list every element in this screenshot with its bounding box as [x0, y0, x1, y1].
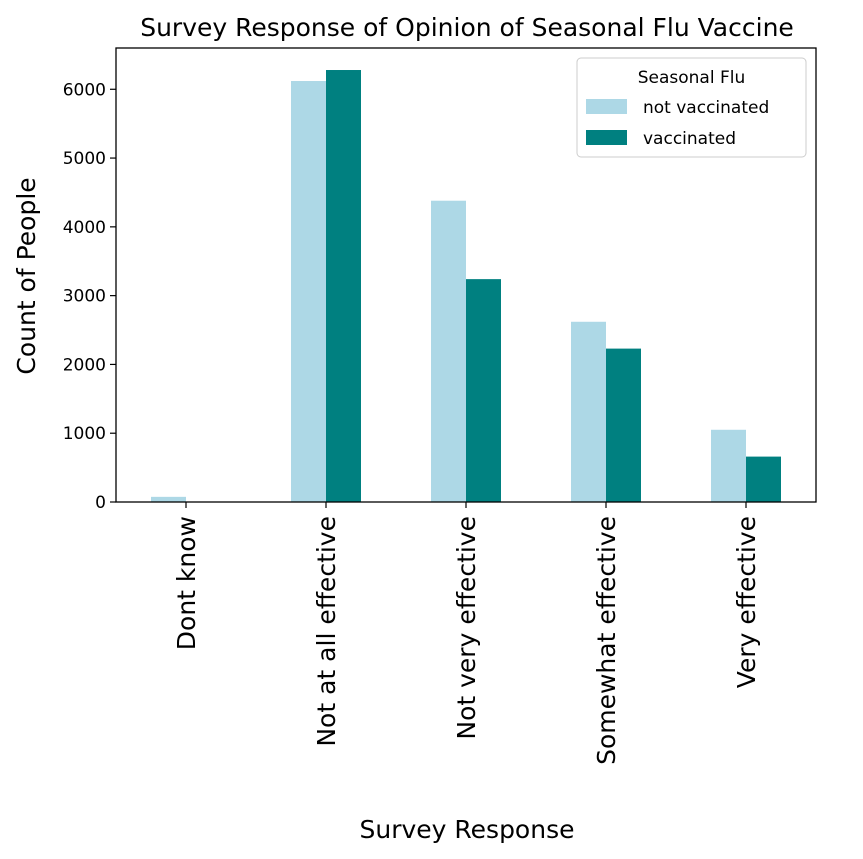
legend-label-1: vaccinated	[643, 129, 736, 149]
plot-area: 0 1000 2000 3000 4000 5000 6000 Dont know Not at…	[63, 47, 817, 765]
y-tick-label: 1000	[63, 424, 106, 444]
bar-not-vaccinated-1	[291, 81, 326, 502]
x-tick-label: Not very effective	[452, 516, 481, 740]
x-tick-label: Dont know	[172, 516, 201, 650]
x-axis-label: Survey Response	[360, 815, 575, 844]
y-tick-label: 6000	[63, 80, 106, 100]
legend-box	[576, 57, 807, 158]
y-axis-label: Count of People	[12, 177, 41, 374]
y-tick-label: 5000	[63, 149, 106, 169]
legend-label-0: not vaccinated	[643, 98, 769, 118]
bar-vaccinated-1	[326, 70, 361, 503]
chart-title: Survey Response of Opinion of Seasonal F…	[140, 13, 794, 42]
legend-swatch-1	[586, 130, 627, 145]
x-tick-label: Not at all effective	[312, 516, 341, 747]
y-tick-label: 4000	[63, 218, 106, 238]
legend-title: Seasonal Flu	[638, 68, 746, 88]
y-tick-label: 0	[95, 493, 106, 513]
y-tick-label: 3000	[63, 287, 106, 307]
x-tick-label: Somewhat effective	[592, 516, 621, 765]
bar-not-vaccinated-4	[711, 429, 746, 502]
bar-vaccinated-2	[466, 279, 501, 502]
legend: Seasonal Flu not vaccinated vaccinated	[576, 57, 807, 158]
bar-not-vaccinated-0	[151, 496, 186, 502]
bar-not-vaccinated-2	[431, 200, 466, 502]
y-tick-label: 2000	[63, 355, 106, 375]
legend-swatch-0	[586, 99, 627, 114]
bar-not-vaccinated-3	[571, 321, 606, 502]
x-tick-label: Very effective	[732, 516, 761, 688]
bar-vaccinated-3	[606, 348, 641, 502]
bar-vaccinated-4	[746, 456, 781, 502]
